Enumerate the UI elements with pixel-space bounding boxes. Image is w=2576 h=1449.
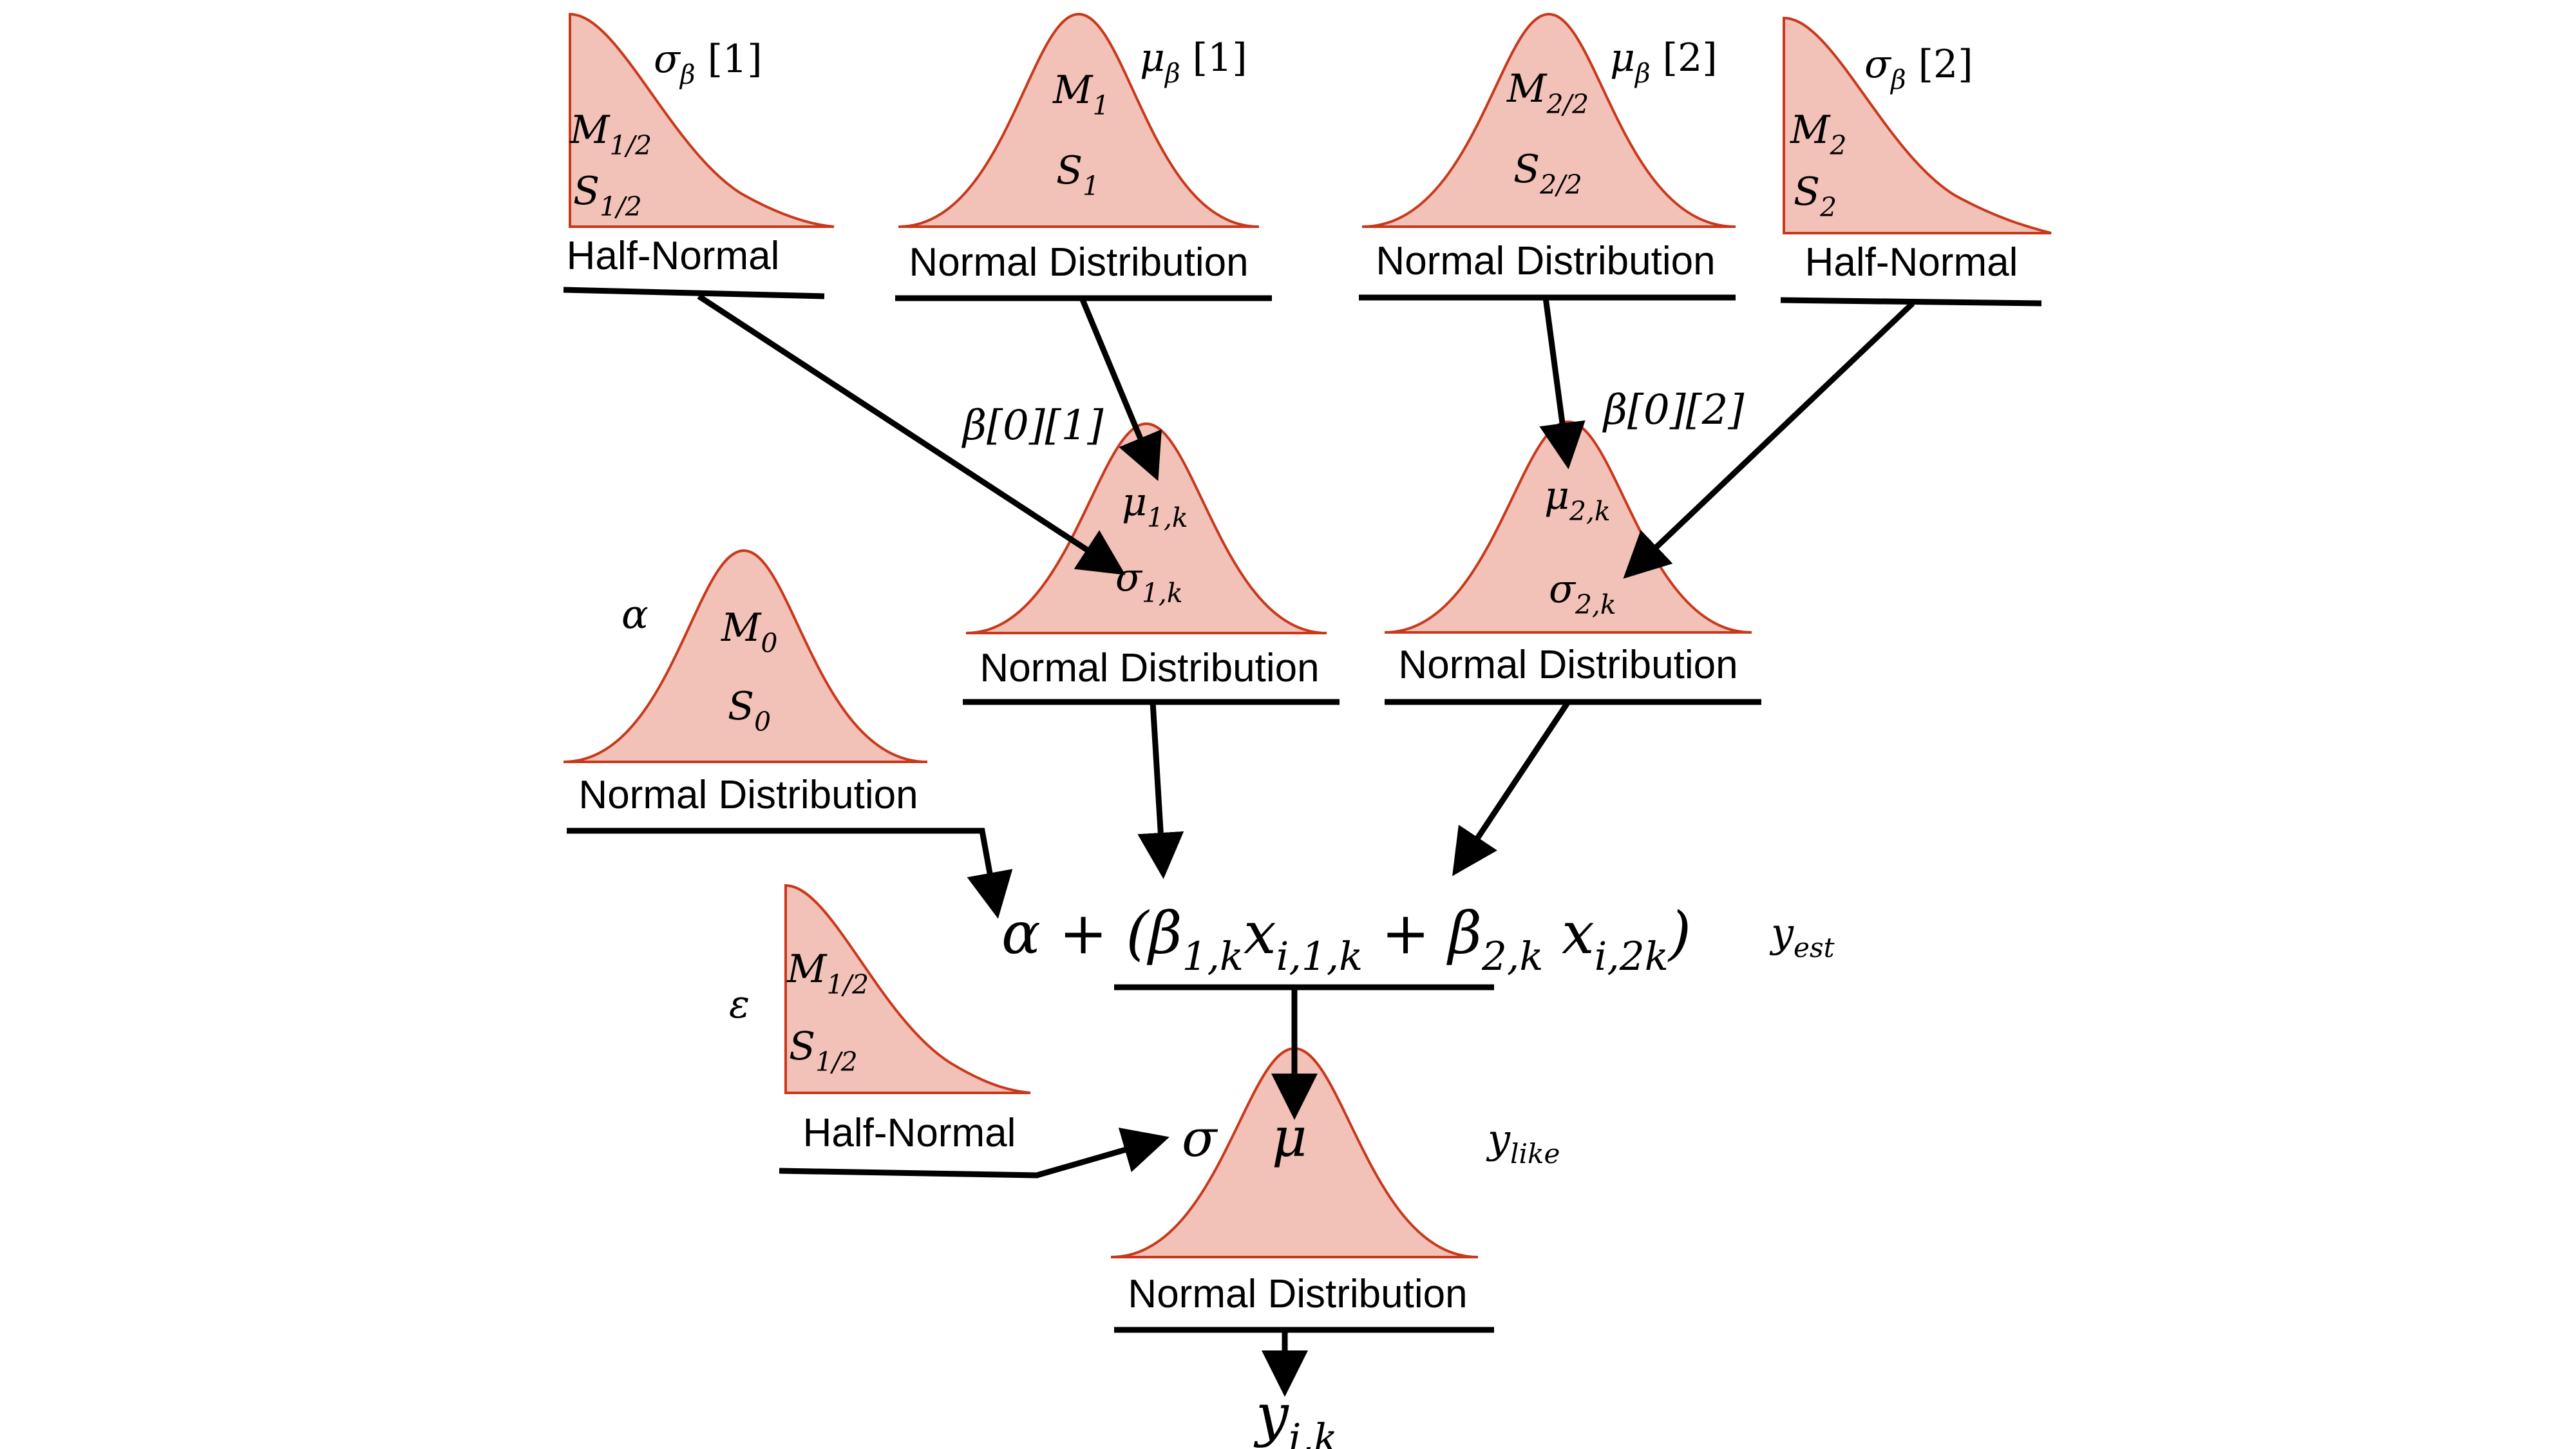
arrows [697,294,1915,1397]
mean-parameter: M1/2 [786,947,869,1000]
arrow-mu-beta1-to-beta1 [1079,297,1162,481]
sd-parameter: σ1,k [1115,555,1183,609]
sd-parameter: S0 [728,684,771,737]
mean-parameter: M0 [721,605,777,659]
output-variable: yi,k [1253,1381,1338,1449]
half-normal-curve [569,12,835,228]
distribution-label: Normal Distribution [578,773,918,817]
node-normal-mu-beta-2: μβ [2] M2/2 S2/2 Normal Distribution [1359,12,1736,301]
node-likelihood: σ μ ylike Normal Distribution [1110,1046,1560,1333]
y-est-label: yest [1769,909,1835,963]
node-parameter: σβ [1] [654,37,762,90]
arrow-mu-beta2-to-beta2 [1539,297,1586,469]
node-parameter: β[0][1] [961,402,1104,450]
mean-parameter: M2 [1790,108,1846,161]
node-parameter: ε [729,982,750,1027]
y-like-label: ylike [1486,1115,1560,1170]
arrow-sigma-beta1-to-beta1 [697,294,1126,575]
node-half-normal-sigma-beta-1: σβ [1] M1/2 S1/2 Half-Normal [563,12,835,299]
node-baseline [563,287,825,299]
node-parameter: σβ [2] [1864,42,1973,95]
sd-parameter: S2 [1794,169,1837,223]
mean-parameter: μ2,k [1544,473,1611,527]
mean-parameter: μ1,k [1122,480,1188,533]
distribution-label: Normal Distribution [1376,239,1715,283]
mu-input: μ [1272,1106,1307,1169]
sd-parameter: σ2,k [1549,567,1616,620]
node-parameter: μβ [1] [1140,35,1247,89]
half-normal-curve [1783,16,2052,234]
arrow-alpha-to-equation [937,828,1013,919]
mean-parameter: M1 [1052,68,1109,121]
half-normal-curve [784,884,1031,1094]
distribution-label: Half-Normal [567,234,780,278]
node-parameter: μβ [2] [1610,35,1718,89]
distribution-label: Normal Distribution [909,240,1248,285]
node-beta-0-1: β[0][1] μ1,k σ1,k Normal Distribution [961,402,1340,705]
equation-text: α + (β1,kxi,1,k + β2,k xi,2k) [1001,900,1691,980]
arrow-beta1-to-equation [1137,701,1184,879]
linear-predictor-equation: α + (β1,kxi,1,k + β2,k xi,2k) yest [1001,900,1835,990]
node-parameter: α [621,591,649,638]
distribution-label: Normal Distribution [1128,1272,1467,1316]
arrow-epsilon-to-sigma [779,1127,1170,1179]
distribution-label: Normal Distribution [980,646,1319,690]
sd-parameter: S2/2 [1513,147,1582,200]
sd-parameter: S1/2 [789,1024,858,1077]
mean-parameter: M1/2 [569,108,652,161]
normal-curve [1361,12,1736,228]
node-half-normal-sigma-beta-2: σβ [2] M2 S2 Half-Normal [1780,16,2052,307]
node-normal-mu-beta-1: μβ [1] M1 S1 Normal Distribution [895,12,1272,301]
arrow-sigma-beta2-to-beta2 [1623,301,1915,579]
node-beta-0-2: β[0][2] μ2,k σ2,k Normal Distribution [1384,386,1761,705]
sd-parameter: S1 [1056,148,1099,202]
mean-parameter: M2/2 [1506,66,1589,120]
normal-curve [563,549,928,763]
normal-curve [898,12,1260,228]
arrow-beta2-to-equation [1452,700,1571,876]
sd-parameter: S1/2 [573,169,642,222]
sigma-input: σ [1182,1108,1218,1168]
node-alpha: α M0 S0 Normal Distribution [563,549,937,834]
distribution-label: Normal Distribution [1398,643,1738,687]
node-parameter: β[0][2] [1602,386,1745,434]
distribution-label: Half-Normal [1805,240,2018,285]
distribution-label: Half-Normal [803,1111,1016,1155]
normal-curve [965,422,1327,634]
node-epsilon: ε M1/2 S1/2 Half-Normal [729,884,1031,1155]
